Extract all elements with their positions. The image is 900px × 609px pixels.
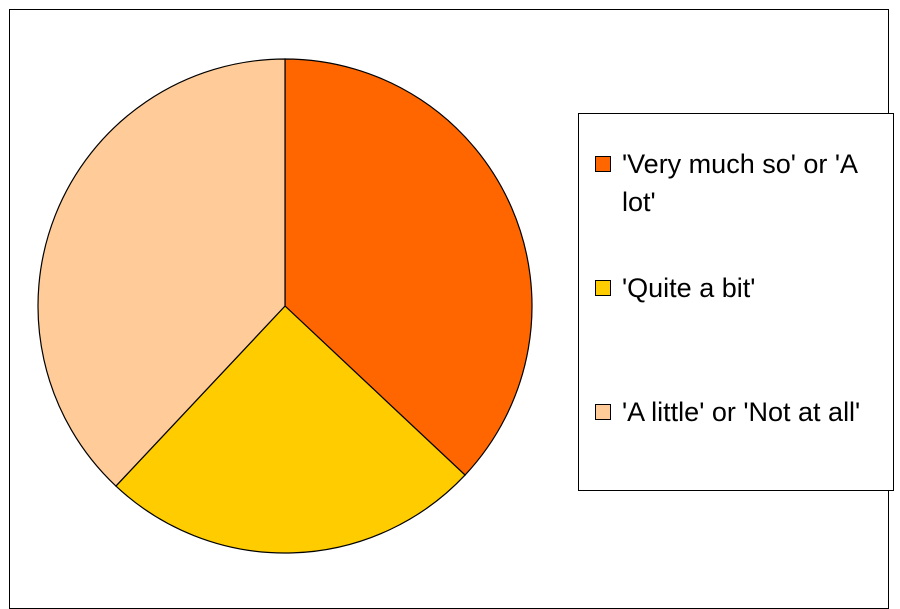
legend-swatch-very-much <box>595 156 611 172</box>
legend-label-very-much: 'Very much so' or 'A lot' <box>622 149 857 217</box>
legend-swatch-a-little <box>595 404 611 420</box>
legend-swatch-quite-a-bit <box>595 280 611 296</box>
pie-slice-a-little <box>37 58 286 487</box>
pie-slice-very-much <box>284 58 533 476</box>
pie-chart <box>37 58 533 554</box>
pie-slices <box>37 58 533 554</box>
legend: 'Very much so' or 'A lot' 'Quite a bit' … <box>578 113 894 491</box>
pie-slice-quite-a-bit <box>115 305 466 554</box>
legend-label-a-little: 'A little' or 'Not at all' <box>622 397 861 427</box>
legend-label-quite-a-bit: 'Quite a bit' <box>622 273 756 303</box>
